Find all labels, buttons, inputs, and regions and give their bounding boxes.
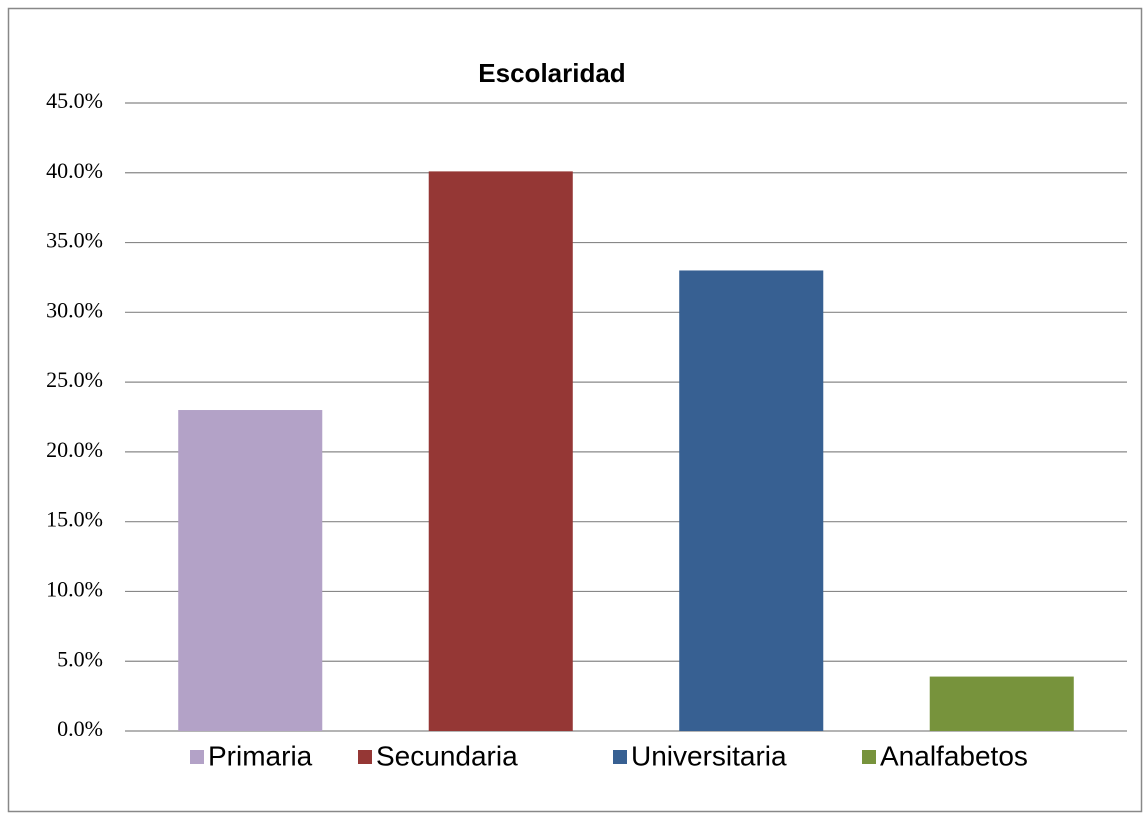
y-tick-label: 30.0% bbox=[46, 297, 103, 322]
y-tick-label: 25.0% bbox=[46, 367, 103, 392]
bar bbox=[428, 171, 573, 732]
legend-label: Analfabetos bbox=[880, 740, 1028, 771]
y-tick-label: 5.0% bbox=[57, 646, 103, 671]
y-tick-label: 10.0% bbox=[46, 576, 103, 601]
legend-label: Universitaria bbox=[631, 740, 787, 771]
legend-swatch bbox=[613, 750, 627, 764]
bar bbox=[178, 410, 323, 731]
legend-label: Secundaria bbox=[376, 740, 518, 771]
chart-title: Escolaridad bbox=[478, 58, 625, 88]
legend-swatch bbox=[862, 750, 876, 764]
y-tick-label: 20.0% bbox=[46, 437, 103, 462]
legend-swatch bbox=[190, 750, 204, 764]
y-tick-label: 35.0% bbox=[46, 228, 103, 253]
y-tick-label: 0.0% bbox=[57, 716, 103, 741]
legend-label: Primaria bbox=[208, 740, 313, 771]
y-tick-label: 40.0% bbox=[46, 158, 103, 183]
bar bbox=[929, 676, 1074, 731]
legend-swatch bbox=[358, 750, 372, 764]
y-tick-label: 15.0% bbox=[46, 507, 103, 532]
bar bbox=[679, 270, 824, 731]
y-tick-label: 45.0% bbox=[46, 88, 103, 113]
